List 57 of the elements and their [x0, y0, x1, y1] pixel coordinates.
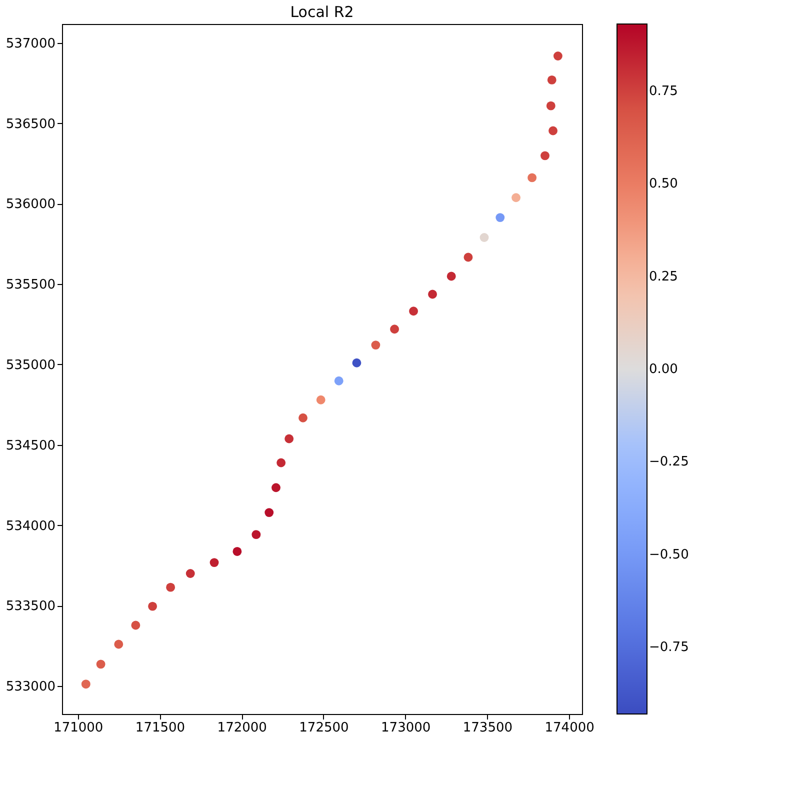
- point: [272, 483, 280, 492]
- point: [548, 126, 558, 136]
- point: [496, 213, 505, 222]
- point: [553, 52, 562, 60]
- y-tick-label: 534500: [6, 438, 56, 454]
- point: [546, 101, 556, 110]
- x-tick-label: 172500: [299, 720, 349, 736]
- point: [464, 252, 473, 262]
- point: [252, 530, 261, 540]
- point: [547, 75, 556, 84]
- point: [352, 358, 362, 368]
- color-bar-label: −0.50: [649, 547, 689, 562]
- point: [186, 569, 195, 578]
- point: [81, 680, 90, 689]
- chart-title: Local R2: [290, 3, 354, 21]
- x-tick-label: 171000: [54, 720, 104, 736]
- point: [528, 173, 537, 182]
- y-tick-label: 535000: [6, 358, 56, 373]
- color-bar-label: −0.25: [649, 454, 689, 470]
- point: [428, 290, 437, 299]
- x-tick-label: 172000: [217, 720, 267, 736]
- point: [276, 458, 286, 468]
- point: [298, 413, 308, 422]
- y-tick-label: 536000: [6, 197, 56, 212]
- point: [540, 151, 550, 160]
- point: [409, 306, 418, 316]
- color-bar-label: −0.75: [649, 640, 689, 656]
- point: [390, 324, 400, 334]
- point: [131, 620, 140, 630]
- point: [148, 602, 158, 611]
- point: [284, 434, 294, 444]
- point: [334, 376, 344, 386]
- point: [264, 508, 274, 518]
- point: [166, 582, 176, 592]
- x-tick-label: 174000: [544, 720, 594, 736]
- x-tick-label: 173000: [381, 720, 431, 736]
- point: [96, 660, 106, 669]
- y-tick-label: 534000: [6, 518, 56, 534]
- point: [316, 395, 326, 404]
- point: [371, 340, 380, 350]
- y-tick-label: 537000: [6, 36, 56, 52]
- point: [210, 558, 219, 568]
- color-bar-label: 0.25: [649, 269, 678, 284]
- point: [114, 640, 124, 649]
- y-tick-label: 533500: [6, 599, 56, 614]
- point: [480, 233, 489, 242]
- y-tick-label: 535500: [6, 278, 56, 293]
- color-bar-label: 0.00: [649, 362, 678, 377]
- x-tick-label: 173500: [462, 720, 513, 736]
- color-bar-label: 0.75: [649, 84, 678, 99]
- point: [446, 272, 456, 281]
- y-tick-label: 533000: [6, 680, 56, 695]
- x-tick-label: 171500: [135, 720, 186, 736]
- y-tick-label: 536500: [6, 116, 56, 132]
- point: [512, 193, 520, 202]
- point: [232, 547, 242, 556]
- color-bar-label: 0.50: [649, 176, 678, 192]
